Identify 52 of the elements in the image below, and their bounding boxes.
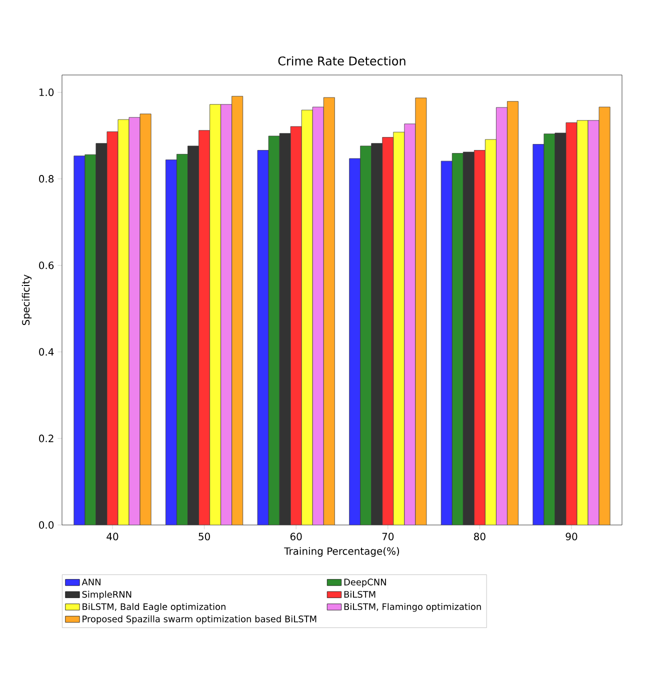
legend-label: BiLSTM, Flamingo optimization: [344, 603, 481, 612]
bar: [166, 160, 177, 525]
y-axis-title: Specificity: [22, 274, 32, 326]
bar: [349, 158, 361, 525]
bar: [128, 117, 140, 525]
bar: [588, 120, 600, 525]
bar: [176, 154, 188, 525]
x-tick-label: 60: [290, 532, 302, 540]
bar: [452, 153, 464, 525]
legend-label: SimpleRNN: [82, 590, 132, 600]
bar: [598, 106, 610, 525]
x-tick-label: 80: [474, 532, 486, 540]
y-tick-label: 0.6: [39, 262, 54, 270]
bar: [532, 144, 544, 525]
y-tick-label: 0.0: [39, 521, 54, 529]
bar: [323, 97, 335, 525]
legend-label: BiLSTM: [344, 590, 376, 598]
x-axis-title: Training Percentage(%): [284, 547, 400, 557]
bar: [415, 98, 427, 525]
bar: [118, 119, 130, 525]
bar: [440, 160, 452, 525]
bar: [301, 110, 313, 525]
y-tick-label: 0.8: [39, 175, 54, 183]
bar: [268, 136, 280, 525]
bar: [312, 106, 324, 525]
x-tick-label: 70: [382, 532, 394, 540]
bar: [496, 107, 508, 525]
bar: [74, 156, 86, 525]
bar: [257, 150, 269, 525]
bar: [507, 101, 518, 525]
bar: [210, 104, 222, 525]
y-tick-label: 0.2: [39, 434, 54, 442]
bar: [360, 146, 372, 525]
y-tick-label: 1.0: [39, 88, 54, 96]
y-tick-label: 0.4: [39, 348, 54, 356]
bar: [404, 124, 416, 525]
bar: [84, 154, 96, 525]
x-tick-label: 90: [566, 532, 578, 540]
bar: [140, 114, 152, 525]
bar: [220, 104, 232, 525]
legend-label: DeepCNN: [344, 578, 386, 588]
x-tick-label: 50: [198, 532, 210, 540]
bar: [232, 96, 244, 525]
chart-title: Crime Rate Detection: [278, 56, 406, 66]
legend-label: ANN: [82, 578, 100, 586]
bar: [544, 134, 556, 525]
bar: [485, 139, 496, 525]
x-tick-label: 40: [106, 532, 118, 540]
bar: [393, 132, 405, 525]
legend-label: BiLSTM, Bald Eagle optimization: [82, 603, 226, 612]
bar: [576, 120, 588, 525]
legend-label: Proposed Spazilla swarm optimization based BiLSTM: [82, 615, 316, 624]
